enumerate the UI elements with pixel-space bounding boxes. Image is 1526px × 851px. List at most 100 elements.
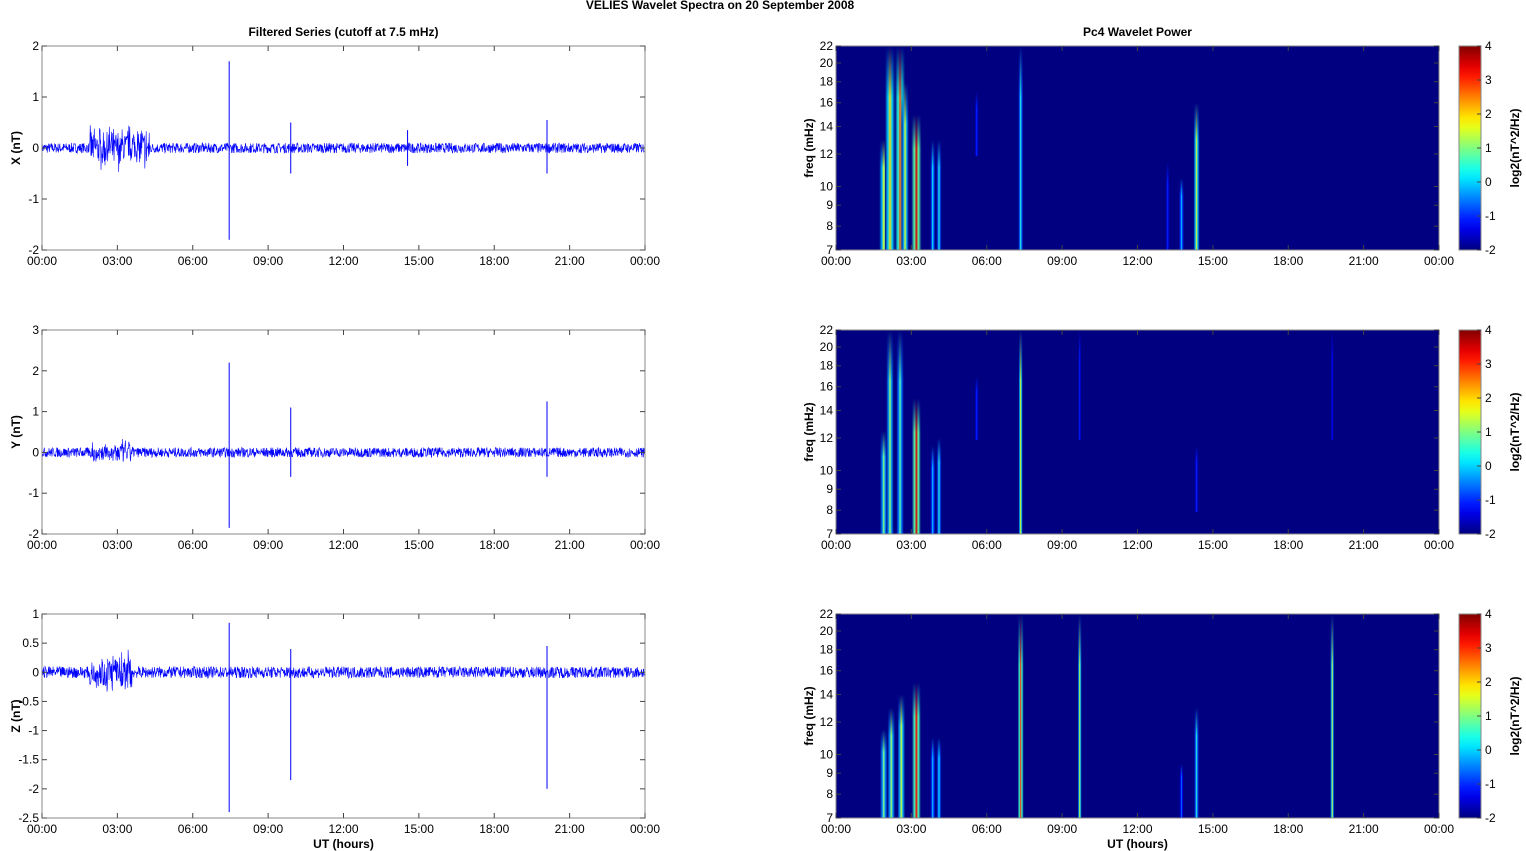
y-tick-label: 14 [820, 688, 834, 702]
power-streak [895, 46, 906, 250]
power-streak [1017, 614, 1024, 818]
y-tick-label: 22 [820, 607, 834, 621]
power-streak [879, 430, 888, 534]
y-tick-label: -2 [28, 527, 39, 541]
x-tick-label: 06:00 [178, 538, 208, 552]
y-tick-label: 7 [826, 243, 833, 257]
y-axis-label: Z (nT) [9, 699, 23, 732]
panel-title: Filtered Series (cutoff at 7.5 mHz) [248, 25, 438, 39]
y-tick-label: -2 [28, 782, 39, 796]
y-tick-label: 2 [32, 39, 39, 53]
x-tick-label: 09:00 [1047, 822, 1077, 836]
series-line [41, 125, 646, 173]
wavelet-power-panel: 00:00 03:00 06:00 09:00 12:00 15:00 18:00 21:00… [802, 607, 1522, 851]
filtered-series-panel: 00:00 03:00 06:00 09:00 12:00 15:00 18:00 21:00… [9, 323, 660, 552]
x-tick-label: 00:00 [1424, 254, 1454, 268]
colorbar-tick-label: 1 [1485, 709, 1492, 723]
power-streak [1194, 445, 1199, 513]
colorbar-tick-label: 0 [1485, 175, 1492, 189]
power-streak [974, 91, 979, 156]
power-streak [896, 330, 904, 534]
streaks [879, 46, 1200, 250]
streaks [879, 330, 1334, 534]
x-tick-label: 00:00 [27, 538, 57, 552]
y-tick-label: 20 [820, 624, 834, 638]
x-tick-label: 09:00 [1047, 254, 1077, 268]
colorbar-tick-label: 3 [1485, 73, 1492, 87]
y-tick-label: 9 [826, 766, 833, 780]
power-streak [901, 81, 909, 250]
colorbar-tick-label: 2 [1485, 675, 1492, 689]
power-streak [911, 682, 921, 818]
colorbar-tick-label: 0 [1485, 743, 1492, 757]
x-tick-label: 00:00 [630, 822, 660, 836]
colorbar-tick-label: 2 [1485, 107, 1492, 121]
x-tick-label: 00:00 [27, 822, 57, 836]
x-tick-label: 15:00 [1198, 254, 1228, 268]
y-tick-label: 0 [32, 445, 39, 459]
y-tick-label: 18 [820, 359, 834, 373]
streaks [879, 614, 1335, 818]
power-streak [887, 707, 896, 818]
y-tick-label: 8 [826, 503, 833, 517]
y-tick-label: -1.5 [18, 753, 39, 767]
y-tick-label: -2.5 [18, 811, 39, 825]
x-tick-label: 15:00 [404, 538, 434, 552]
power-streak [897, 694, 906, 818]
power-streak [1193, 102, 1200, 250]
colorbar-tick-label: 4 [1485, 39, 1492, 53]
y-tick-label: 3 [32, 323, 39, 337]
plot-area [42, 614, 645, 818]
colorbar-tick-label: 3 [1485, 641, 1492, 655]
colorbar-tick-label: -2 [1485, 527, 1496, 541]
colorbar-tick-label: 3 [1485, 357, 1492, 371]
x-tick-label: 00:00 [27, 254, 57, 268]
x-axis-label: UT (hours) [313, 837, 374, 851]
x-tick-label: 21:00 [555, 822, 585, 836]
y-tick-label: 1 [32, 90, 39, 104]
y-tick-label: 16 [820, 380, 834, 394]
x-tick-label: 21:00 [1349, 538, 1379, 552]
colorbar-tick-label: 1 [1485, 425, 1492, 439]
y-tick-label: 10 [820, 463, 834, 477]
x-tick-label: 18:00 [1273, 822, 1303, 836]
power-streak [911, 114, 922, 250]
x-tick-label: 21:00 [1349, 822, 1379, 836]
y-tick-label: 20 [820, 340, 834, 354]
x-tick-label: 12:00 [1122, 254, 1152, 268]
x-tick-label: 21:00 [555, 538, 585, 552]
colorbar: -2 -1 0 1 2 3 4 log2(nT^2/Hz) [1458, 607, 1522, 825]
y-tick-label: 12 [820, 147, 834, 161]
x-tick-label: 12:00 [328, 822, 358, 836]
y-tick-label: -1 [28, 192, 39, 206]
x-tick-label: 09:00 [1047, 538, 1077, 552]
colorbar-label: log2(nT^2/Hz) [1508, 392, 1522, 471]
power-streak [1194, 707, 1200, 818]
y-tick-label: 8 [826, 787, 833, 801]
filtered-series-panel: 00:00 03:00 06:00 09:00 12:00 15:00 18:00 21:00… [9, 25, 660, 268]
y-axis-label: freq (mHz) [802, 118, 816, 177]
power-streak [1078, 330, 1082, 440]
x-tick-label: 12:00 [1122, 822, 1152, 836]
x-tick-label: 15:00 [1198, 822, 1228, 836]
colorbar-tick-label: -1 [1485, 493, 1496, 507]
x-tick-label: 18:00 [1273, 254, 1303, 268]
x-tick-label: 03:00 [102, 254, 132, 268]
y-tick-label: 16 [820, 96, 834, 110]
y-tick-label: 10 [820, 179, 834, 193]
y-tick-label: 8 [826, 219, 833, 233]
wavelet-power-panel: 00:00 03:00 06:00 09:00 12:00 15:00 18:00 21:00… [802, 25, 1522, 268]
x-tick-label: 12:00 [328, 538, 358, 552]
y-tick-label: 20 [820, 56, 834, 70]
y-tick-label: 0 [32, 141, 39, 155]
y-tick-label: 18 [820, 643, 834, 657]
y-axis-label: X (nT) [9, 131, 23, 165]
y-tick-label: 10 [820, 747, 834, 761]
x-tick-label: 03:00 [102, 822, 132, 836]
power-streak [936, 437, 942, 534]
y-axis-label: freq (mHz) [802, 402, 816, 461]
x-tick-label: 09:00 [253, 254, 283, 268]
colorbar-tick-label: 2 [1485, 391, 1492, 405]
colorbar-label: log2(nT^2/Hz) [1508, 676, 1522, 755]
